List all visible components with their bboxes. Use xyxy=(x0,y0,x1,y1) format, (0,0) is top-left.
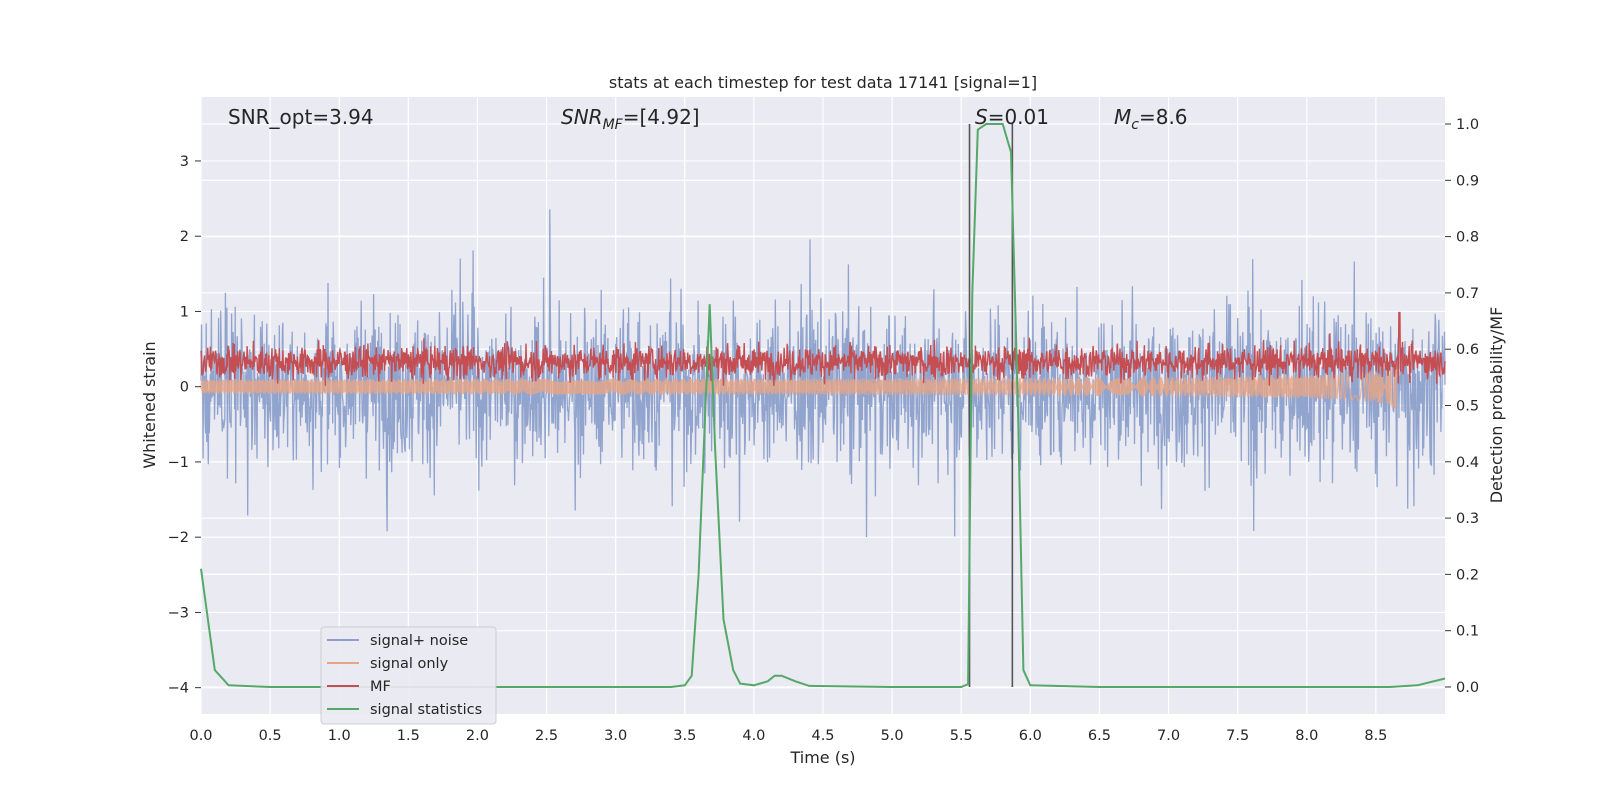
x-tick-label: 4.5 xyxy=(811,728,834,744)
y-right-tick-label: 0.0 xyxy=(1456,680,1479,696)
x-tick-label: 5.5 xyxy=(950,728,973,744)
y-left-tick-label: −2 xyxy=(168,530,189,546)
x-tick-labels: 0.0 0.5 1.0 1.5 2.0 2.5 3.0 3.5 4.0 4.5 5.0 5.5 6.0 6… xyxy=(189,728,1387,744)
legend-label: MF xyxy=(370,679,391,695)
mf-series xyxy=(200,311,1446,386)
y-right-tick-label: 0.9 xyxy=(1456,173,1479,189)
y-left-tick-label: 3 xyxy=(180,154,189,170)
annotation-text: Mc=8.6 xyxy=(1114,105,1188,133)
y-right-tick-label: 0.1 xyxy=(1456,624,1479,640)
legend-label: signal only xyxy=(370,656,449,672)
y-left-tick-label: 1 xyxy=(180,304,189,320)
y-left-tick-label: −3 xyxy=(168,605,189,621)
legend: signal+ noise signal only MF signal statist… xyxy=(320,626,497,725)
x-tick-label: 2.0 xyxy=(466,728,489,744)
x-tick-label: 1.5 xyxy=(397,728,420,744)
y-left-tick-label: 0 xyxy=(180,380,189,396)
x-tick-label: 7.0 xyxy=(1157,728,1180,744)
legend-label: signal+ noise xyxy=(370,633,468,649)
annotation-text: SNR_opt=3.94 xyxy=(228,105,374,129)
y-right-axis-label: Detection probability/MF xyxy=(1487,307,1506,504)
y-right-tick-label: 0.5 xyxy=(1456,399,1479,415)
signal-only-series xyxy=(200,361,1400,410)
x-tick-label: 7.5 xyxy=(1226,728,1249,744)
y-right-tick-labels: 0.0 0.1 0.2 0.3 0.4 0.5 0.6 0.7 0.8 0.9 1.0 xyxy=(1445,117,1479,696)
y-left-axis-label: Whitened strain xyxy=(140,341,159,468)
x-tick-label: 3.0 xyxy=(604,728,627,744)
x-axis-label: Time (s) xyxy=(789,748,855,767)
x-tick-label: 5.0 xyxy=(881,728,904,744)
y-right-tick-label: 0.4 xyxy=(1456,455,1479,471)
annotation-text: S=0.01 xyxy=(975,105,1049,129)
y-right-tick-label: 0.3 xyxy=(1456,511,1479,527)
chart-title: stats at each timestep for test data 171… xyxy=(609,73,1037,92)
y-right-tick-label: 0.6 xyxy=(1456,342,1479,358)
x-tick-label: 8.5 xyxy=(1364,728,1387,744)
x-tick-label: 2.5 xyxy=(535,728,558,744)
x-tick-label: 0.0 xyxy=(189,728,212,744)
y-left-tick-labels: −4 −3 −2 −1 0 1 2 3 xyxy=(168,154,201,697)
x-tick-label: 1.0 xyxy=(328,728,351,744)
y-left-tick-label: −4 xyxy=(168,681,189,697)
legend-label: signal statistics xyxy=(370,702,482,718)
signal-noise-line xyxy=(200,209,1446,538)
y-right-tick-label: 1.0 xyxy=(1456,117,1479,133)
annotations: SNR_opt=3.94 SNRMF=[4.92] S=0.01 Mc=8.6 xyxy=(228,105,1188,133)
x-tick-label: 6.0 xyxy=(1019,728,1042,744)
x-tick-label: 0.5 xyxy=(259,728,282,744)
y-left-tick-label: −1 xyxy=(168,455,189,471)
y-left-tick-label: 2 xyxy=(180,229,189,245)
x-tick-label: 8.0 xyxy=(1295,728,1318,744)
signal-noise-series xyxy=(200,209,1446,538)
y-right-tick-label: 0.8 xyxy=(1456,230,1479,246)
annotation-text: SNRMF=[4.92] xyxy=(561,105,700,133)
x-tick-label: 6.5 xyxy=(1088,728,1111,744)
legend-box xyxy=(320,626,497,725)
signal-only-line xyxy=(200,361,1400,410)
x-tick-label: 3.5 xyxy=(673,728,696,744)
mf-line xyxy=(200,311,1446,386)
x-tick-label: 4.0 xyxy=(742,728,765,744)
y-right-tick-label: 0.7 xyxy=(1456,286,1479,302)
y-right-tick-label: 0.2 xyxy=(1456,567,1479,583)
